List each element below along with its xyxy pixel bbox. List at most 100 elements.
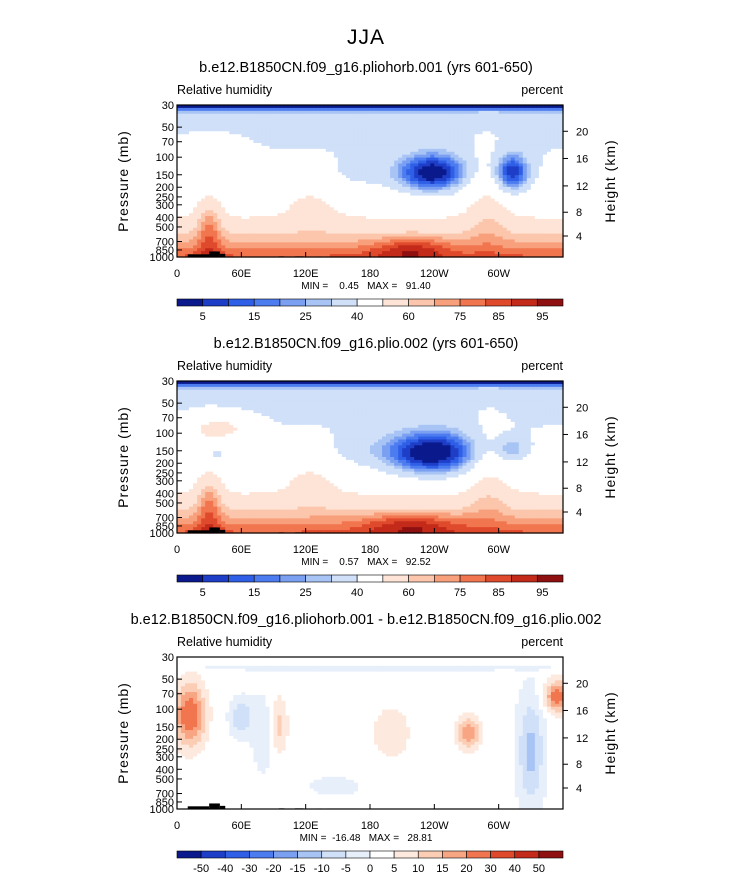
heatmap-cell [522, 148, 528, 153]
heatmap-cell [301, 125, 307, 129]
heatmap-cell [289, 210, 295, 214]
heatmap-cell [422, 186, 427, 191]
heatmap-cell [378, 154, 383, 159]
heatmap-cell [329, 163, 335, 167]
heatmap-cell [321, 113, 327, 118]
heatmap-cell [526, 242, 532, 246]
heatmap-cell [534, 224, 540, 229]
heatmap-cell [313, 210, 319, 214]
heatmap-cell [185, 105, 190, 109]
heatmap-cell [510, 143, 516, 147]
heatmap-cell [470, 192, 476, 197]
heatmap-cell [305, 251, 311, 255]
heatmap-cell [462, 216, 468, 220]
heatmap-cell [357, 239, 363, 243]
heatmap-cell [550, 122, 556, 127]
heatmap-cell [494, 254, 500, 258]
heatmap-cell [386, 181, 391, 185]
heatmap-cell [386, 169, 391, 173]
heatmap-cell [402, 166, 407, 170]
heatmap-cell [550, 110, 556, 115]
heatmap-cell [398, 157, 403, 162]
heatmap-cell [321, 183, 327, 188]
heatmap-cell [317, 116, 323, 121]
heatmap-cell [518, 151, 524, 156]
heatmap-cell [446, 148, 452, 153]
heatmap-cell [201, 172, 206, 176]
heatmap-cell [361, 107, 367, 112]
heatmap-cell [478, 245, 484, 249]
heatmap-cell [402, 233, 407, 238]
heatmap-cell [321, 151, 327, 156]
heatmap-cell [181, 227, 186, 232]
heatmap-cell [370, 113, 375, 118]
heatmap-cell [205, 181, 210, 185]
heatmap-cell [438, 219, 443, 223]
heatmap-cell [390, 233, 395, 238]
heatmap-cell [361, 181, 367, 185]
heatmap-cell [394, 201, 399, 205]
heatmap-cell [402, 151, 407, 156]
heatmap-cell [249, 116, 254, 121]
heatmap-cell [245, 233, 250, 238]
heatmap-cell [462, 224, 468, 229]
heatmap-cell [193, 140, 198, 144]
heatmap-cell [233, 198, 238, 203]
heatmap-cell [430, 192, 435, 197]
heatmap-cell [345, 160, 351, 165]
heatmap-cell [426, 105, 431, 109]
heatmap-cell [177, 204, 182, 208]
heatmap-cell [333, 154, 339, 159]
heatmap-cell [337, 233, 343, 238]
heatmap-cell [249, 178, 254, 182]
heatmap-cell [542, 128, 548, 132]
heatmap-cell [333, 137, 339, 141]
heatmap-cell [261, 248, 267, 252]
heatmap-cell [414, 175, 419, 179]
heatmap-cell [261, 195, 267, 200]
heatmap-cell [361, 172, 367, 176]
heatmap-cell [193, 248, 198, 252]
heatmap-cell [434, 224, 439, 229]
left-label: Relative humidity [177, 83, 273, 97]
heatmap-cell [225, 175, 230, 179]
heatmap-cell [386, 239, 391, 243]
heatmap-cell [430, 119, 435, 124]
heatmap-cell [349, 134, 355, 138]
heatmap-cell [265, 140, 271, 144]
heatmap-cell [446, 119, 452, 124]
heatmap-cell [510, 107, 516, 112]
heatmap-cell [506, 134, 512, 138]
heatmap-cell [341, 224, 347, 229]
heatmap-cell [309, 230, 315, 235]
heatmap-cell [494, 183, 500, 188]
heatmap-cell [470, 107, 476, 112]
heatmap-cell [426, 216, 431, 220]
heatmap-cell [478, 183, 484, 188]
heatmap-cell [478, 254, 484, 258]
heatmap-cell [554, 221, 560, 226]
heatmap-cell [193, 172, 198, 176]
heatmap-cell [418, 145, 423, 150]
heatmap-cell [269, 181, 275, 185]
heatmap-cell [542, 157, 548, 162]
heatmap-cell [454, 128, 460, 132]
heatmap-cell [546, 216, 552, 220]
heatmap-cell [450, 201, 456, 205]
heatmap-cell [233, 143, 238, 147]
heatmap-cell [361, 198, 367, 203]
heatmap-cell [502, 230, 508, 235]
heatmap-cell [253, 213, 259, 217]
heatmap-cell [478, 131, 484, 135]
heatmap-cell [374, 221, 379, 226]
heatmap-cell [518, 201, 524, 205]
heatmap-cell [229, 148, 234, 153]
heatmap-cell [221, 181, 226, 185]
heatmap-cell [193, 181, 198, 185]
heatmap-cell [197, 189, 202, 194]
heatmap-cell [257, 201, 263, 205]
heatmap-cell [249, 131, 254, 135]
heatmap-cell [177, 172, 182, 176]
heatmap-cell [313, 201, 319, 205]
heatmap-cell [374, 192, 379, 197]
